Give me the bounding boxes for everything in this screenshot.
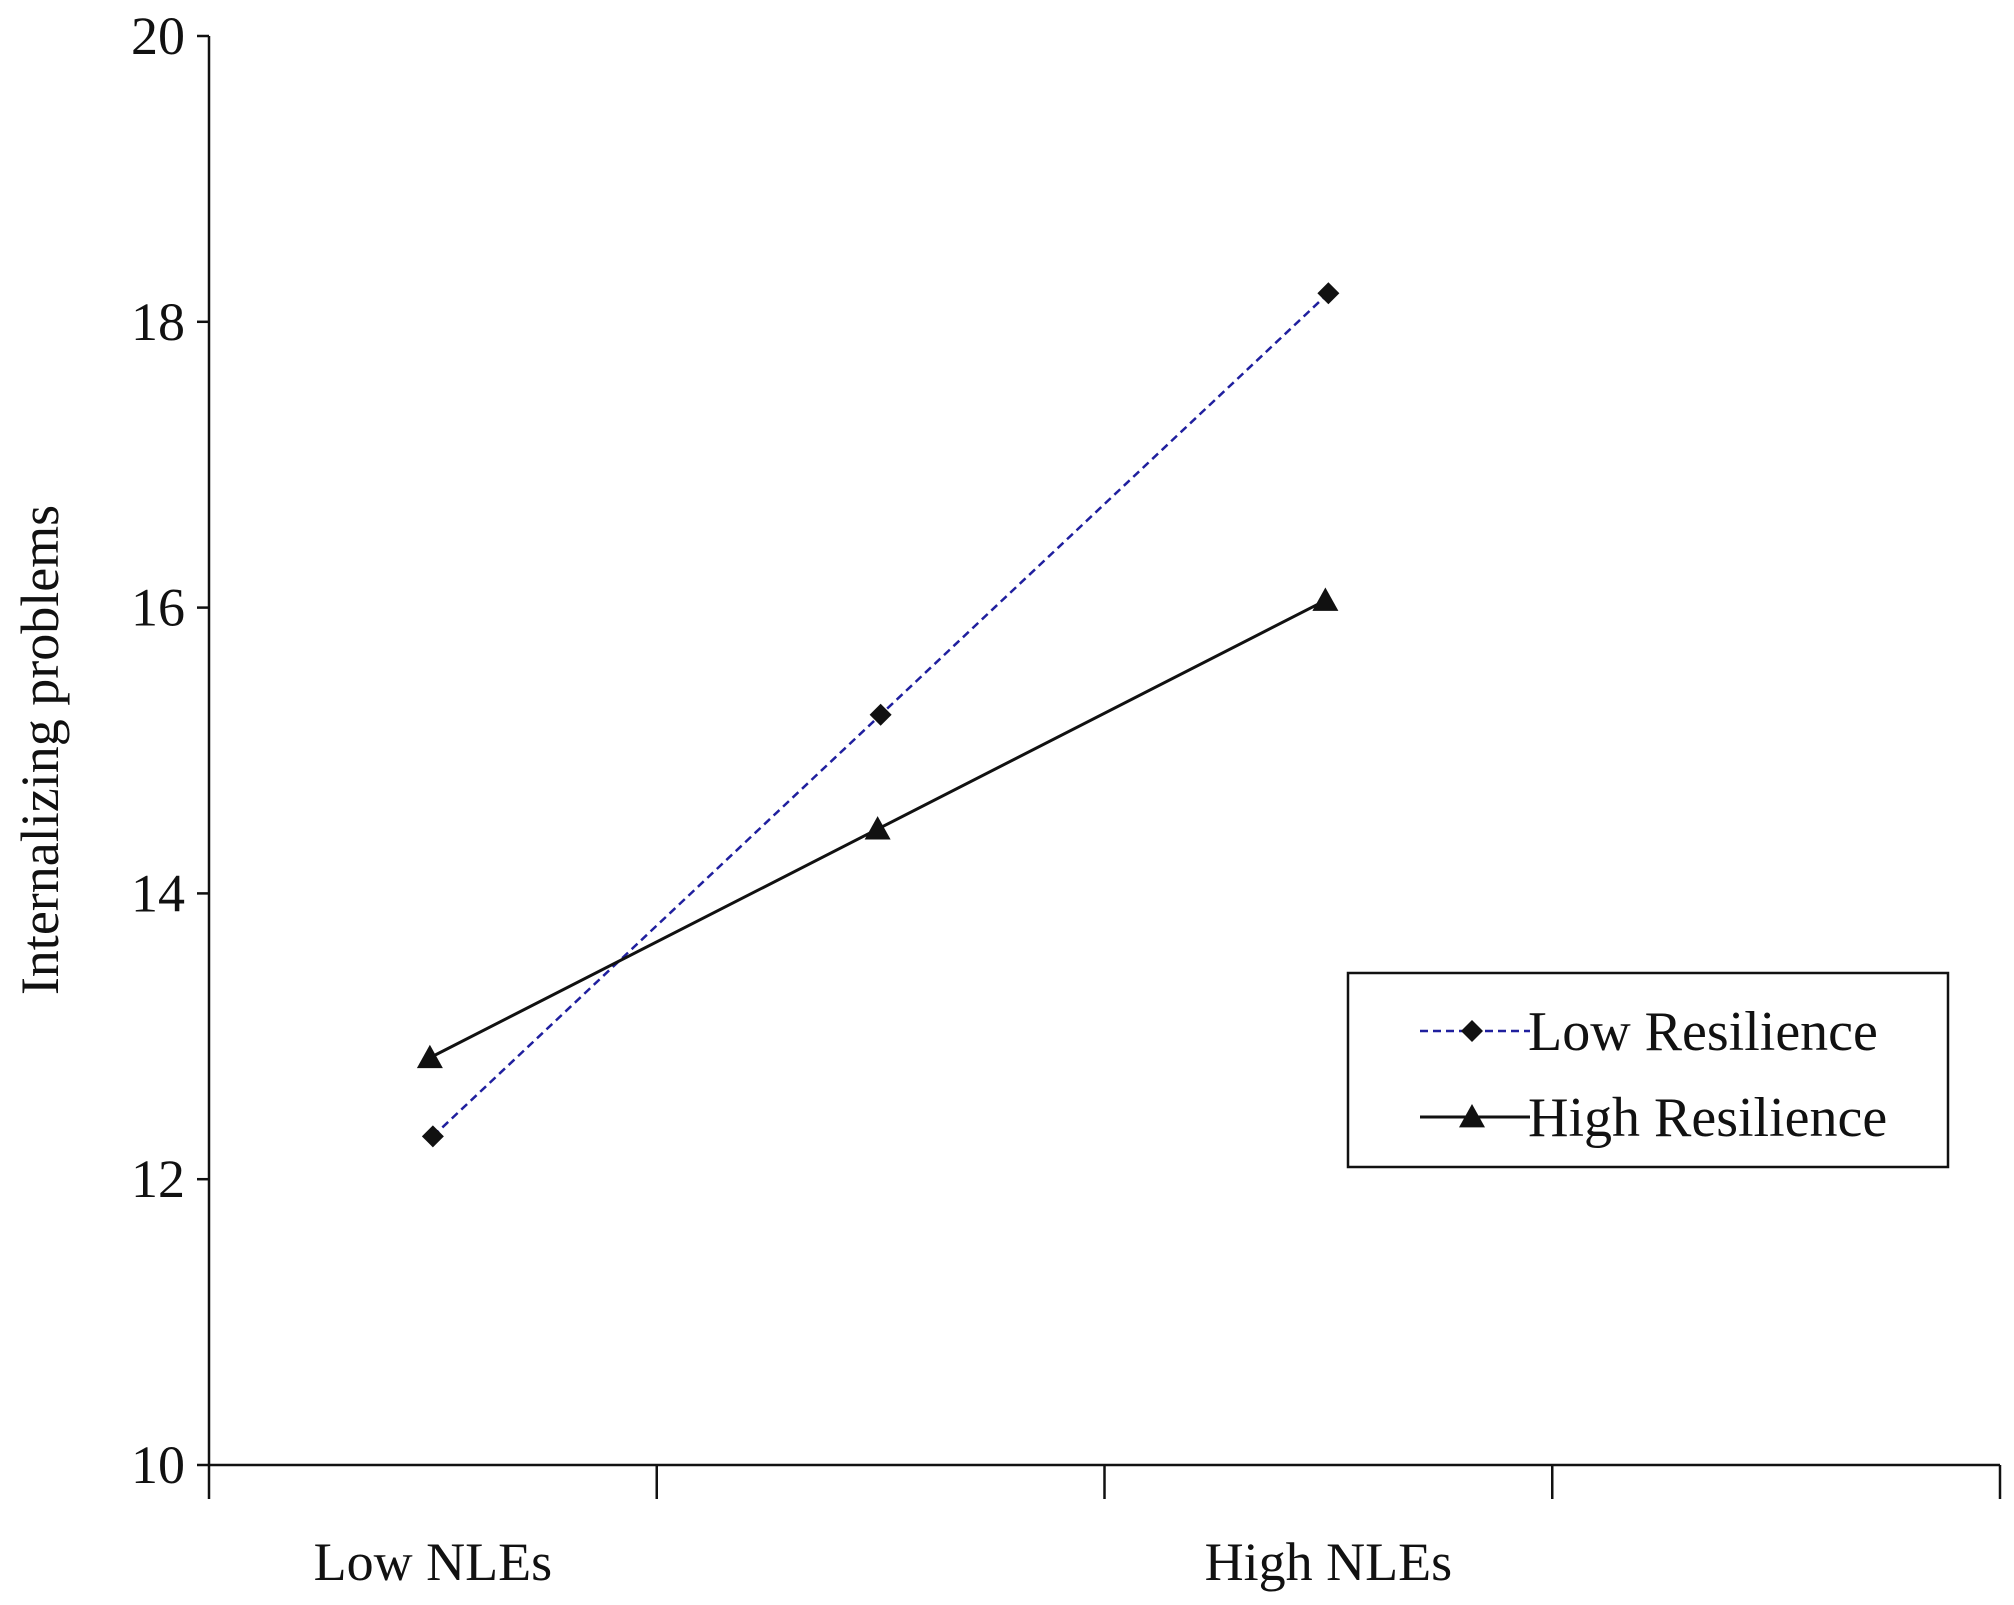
x-ticks: Low NLEs High NLEs [207, 1465, 2002, 1592]
legend-label: High Resilience [1528, 1087, 1887, 1149]
legend-label: Low Resilience [1528, 1001, 1878, 1063]
y-tick-label: 12 [131, 1149, 185, 1209]
legend-marker [1461, 1020, 1483, 1042]
y-axis-title: Internalizing problems [10, 505, 70, 995]
series-markers [416, 282, 1340, 1148]
data-point [864, 816, 891, 840]
y-tick-label: 18 [131, 292, 185, 352]
y-tick-label: 14 [131, 863, 185, 923]
x-tick-label: Low NLEs [314, 1532, 552, 1592]
y-tick-label: 16 [131, 578, 185, 638]
legend-entries: Low Resilience High Resilience [1420, 1001, 1887, 1149]
legend: Low Resilience High Resilience [1346, 971, 1950, 1169]
y-tick-label: 20 [131, 6, 185, 66]
data-point [869, 703, 892, 726]
y-tick-label: 10 [131, 1435, 185, 1495]
data-point [1312, 587, 1339, 611]
data-point [421, 1125, 444, 1148]
axes [207, 36, 2000, 1467]
data-point [416, 1044, 443, 1069]
legend-box [1346, 971, 1950, 1169]
x-tick-label: High NLEs [1205, 1532, 1452, 1592]
y-ticks: 10 12 14 16 18 20 [131, 6, 209, 1495]
data-point [1317, 282, 1340, 305]
legend-marker [1459, 1104, 1485, 1128]
